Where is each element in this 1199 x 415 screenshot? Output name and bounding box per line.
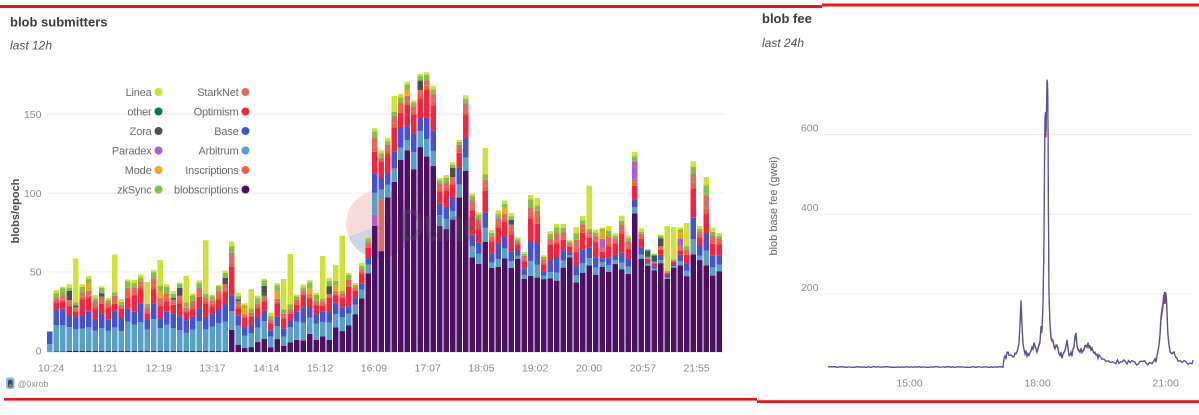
svg-text:Dune: Dune: [400, 199, 482, 251]
svg-text:Inscriptions: Inscriptions: [185, 165, 239, 177]
svg-text:17:07: 17:07: [415, 363, 441, 375]
svg-text:blobs/epoch: blobs/epoch: [10, 178, 22, 243]
svg-text:21:00: 21:00: [1153, 378, 1179, 390]
svg-text:14:14: 14:14: [253, 363, 279, 375]
svg-text:400: 400: [801, 202, 819, 214]
svg-text:20:57: 20:57: [630, 363, 656, 375]
svg-text:@0xrob: @0xrob: [18, 379, 49, 389]
svg-text:zkSync: zkSync: [117, 185, 152, 197]
svg-text:blob fee: blob fee: [762, 11, 812, 26]
svg-text:blob base fee (gwei): blob base fee (gwei): [768, 156, 780, 255]
svg-text:blob submitters: blob submitters: [10, 15, 108, 30]
svg-text:15:12: 15:12: [307, 363, 333, 375]
svg-text:10:24: 10:24: [38, 363, 64, 375]
svg-text:Paradex: Paradex: [112, 146, 152, 158]
svg-text:20:00: 20:00: [576, 363, 602, 375]
svg-text:150: 150: [24, 109, 42, 121]
svg-text:19:02: 19:02: [522, 363, 548, 375]
svg-text:Arbitrum: Arbitrum: [199, 146, 239, 158]
svg-text:Base: Base: [214, 126, 238, 138]
svg-text:other: other: [127, 107, 152, 119]
svg-text:18:00: 18:00: [1024, 378, 1050, 390]
svg-text:15:00: 15:00: [896, 378, 922, 390]
svg-text:11:21: 11:21: [92, 363, 118, 375]
svg-text:Zora: Zora: [130, 126, 153, 138]
svg-text:600: 600: [801, 122, 819, 134]
svg-text:16:09: 16:09: [361, 363, 387, 375]
svg-text:Mode: Mode: [125, 165, 152, 177]
svg-text:last 24h: last 24h: [762, 36, 804, 50]
svg-text:StarkNet: StarkNet: [197, 87, 238, 99]
svg-text:50: 50: [30, 267, 42, 279]
svg-text:13:17: 13:17: [199, 363, 225, 375]
svg-text:0: 0: [36, 345, 42, 357]
svg-text:blobscriptions: blobscriptions: [174, 185, 239, 197]
svg-text:21:55: 21:55: [683, 363, 709, 375]
svg-text:18:05: 18:05: [468, 363, 494, 375]
svg-text:200: 200: [801, 282, 819, 294]
svg-text:100: 100: [24, 188, 42, 200]
svg-text:Optimism: Optimism: [194, 107, 239, 119]
svg-text:Linea: Linea: [126, 87, 153, 99]
svg-text:last 12h: last 12h: [10, 39, 52, 53]
svg-text:12:19: 12:19: [146, 363, 172, 375]
